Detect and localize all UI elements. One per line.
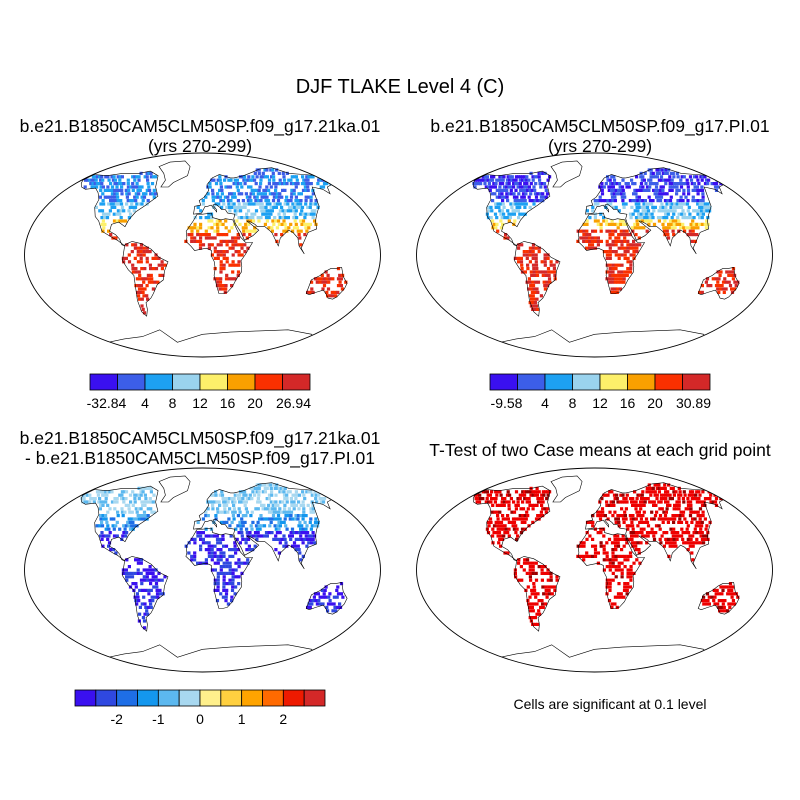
colorbar-swatch [95,689,118,707]
colorbar-swatch [178,689,201,707]
colorbar-swatch [262,689,284,707]
panel1-title-line2: (yrs 270-299) [147,136,253,156]
colorbar-tick-label: -32.84 [87,395,127,411]
colorbar-swatch [74,689,97,707]
colorbar-swatch [599,373,628,391]
colorbar-swatch [489,373,518,391]
panel4-title: T-Test of two Case means at each grid po… [400,440,800,460]
colorbar-tick-label: -9.58 [491,395,523,411]
colorbar-tick-label: 2 [279,711,287,727]
colorbar-tick-label: 4 [541,395,549,411]
colorbar-swatch [517,373,546,391]
colorbar-swatch [116,689,138,707]
colorbar-tick-label: 30.89 [676,395,711,411]
colorbar-swatch [220,689,243,707]
colorbar-swatch [117,373,146,391]
panel3-map [24,467,381,673]
panel1-colorbar: -32.84 4 8 12 16 20 26.94 [87,373,311,411]
panel3-title: b.e21.B1850CAM5CLM50SP.f09_g17.21ka.01 -… [0,428,400,468]
panel1-title: b.e21.B1850CAM5CLM50SP.f09_g17.21ka.01 (… [0,116,400,156]
colorbar-tick-label: 16 [620,395,636,411]
colorbar-tick-label: -1 [152,711,165,727]
colorbar-swatch [544,373,573,391]
panel2-title-line1: b.e21.B1850CAM5CLM50SP.f09_g17.PI.01 [430,116,770,136]
colorbar-tick-label: 12 [592,395,608,411]
colorbar-tick-label: 20 [647,395,663,411]
panel1-map [24,152,381,358]
panel3-title-line2: - b.e21.B1850CAM5CLM50SP.f09_g17.PI.01 [25,448,375,468]
colorbar-tick-label: 16 [220,395,236,411]
significance-note: Cells are significant at 0.1 level [513,696,707,712]
colorbar-tick-label: 26.94 [276,395,311,411]
panel2-colorbar: -9.58 4 8 12 16 20 30.89 [489,373,711,411]
colorbar-tick-label: 8 [569,395,577,411]
colorbar-swatch [137,689,159,707]
colorbar-swatch [144,373,173,391]
panel4-title-line1: T-Test of two Case means at each grid po… [429,440,771,460]
colorbar-tick-label: 12 [192,395,208,411]
colorbar-tick-label: 4 [141,395,149,411]
colorbar-swatch [282,689,305,707]
colorbar-swatch [282,373,311,391]
colorbar-swatch [682,373,711,391]
panel3-title-line1: b.e21.B1850CAM5CLM50SP.f09_g17.21ka.01 [19,428,381,448]
panel1-title-line1: b.e21.B1850CAM5CLM50SP.f09_g17.21ka.01 [19,116,381,136]
colorbar-swatch [241,689,263,707]
colorbar-tick-label: 20 [247,395,263,411]
panel2-title-line2: (yrs 270-299) [547,136,653,156]
colorbar-swatch [89,373,118,391]
colorbar-tick-label: -2 [110,711,123,727]
colorbar-swatch [627,373,656,391]
colorbar-swatch [654,373,683,391]
figure-title: DJF TLAKE Level 4 (C) [295,76,505,98]
colorbar-swatch [303,689,326,707]
colorbar-swatch [572,373,601,391]
panel3-colorbar: -2 -1 0 1 2 [74,689,326,727]
colorbar-swatch [199,373,228,391]
colorbar-swatch [199,689,222,707]
colorbar-tick-label: 1 [238,711,246,727]
colorbar-swatch [254,373,283,391]
panel4-map [416,467,773,673]
colorbar-tick-label: 8 [169,395,177,411]
panel2-map [416,152,773,358]
colorbar-tick-label: 0 [196,711,204,727]
colorbar-swatch [172,373,201,391]
panel2-title: b.e21.B1850CAM5CLM50SP.f09_g17.PI.01 (yr… [400,116,800,156]
colorbar-swatch [157,689,180,707]
colorbar-swatch [227,373,256,391]
